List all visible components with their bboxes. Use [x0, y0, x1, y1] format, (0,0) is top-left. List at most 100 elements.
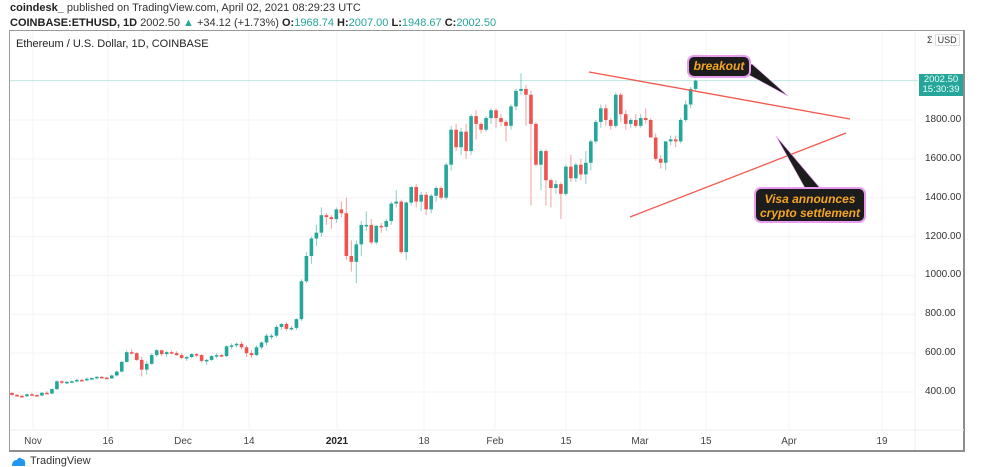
candle-body [174, 353, 179, 356]
candle-body [604, 108, 608, 120]
candle-body [234, 343, 239, 346]
visa-text-line1: Visa announces [764, 192, 856, 206]
candle-body [564, 166, 568, 194]
candle-body [90, 378, 94, 380]
low-value: 1948.67 [401, 17, 442, 29]
candle-body [55, 381, 59, 390]
candle-body [154, 350, 159, 356]
currency-label[interactable]: USD [934, 34, 960, 46]
time-tick-label: 15 [560, 436, 572, 447]
candle-body [80, 379, 84, 382]
visa-callout: Visa announces crypto settlement [754, 187, 866, 223]
candle-body [204, 359, 209, 362]
candle-body [638, 118, 643, 126]
candle-body [379, 225, 384, 228]
price-tick-label: 1400.00 [925, 191, 962, 203]
candle-body [499, 118, 503, 122]
candle-body [224, 346, 229, 357]
visa-pointer [775, 135, 821, 189]
candle-body [139, 359, 144, 370]
candle-body [324, 215, 329, 218]
candle-body [509, 106, 513, 126]
candle-body [209, 356, 214, 360]
candle-body [589, 141, 593, 163]
candle-body [254, 347, 259, 356]
publish-line: coindesk_ published on TradingView.com, … [10, 2, 361, 14]
candle-body [494, 110, 498, 119]
candle-body [359, 224, 364, 245]
candle-body [464, 131, 468, 152]
time-tick-label: 16 [102, 436, 114, 447]
candle-body [653, 137, 658, 159]
candle-body [40, 392, 44, 396]
candle-body [688, 88, 693, 105]
candle-body [65, 381, 69, 384]
candle-body [70, 381, 74, 383]
candle-body [219, 355, 224, 357]
candle-body [404, 202, 409, 253]
candle-body [444, 164, 448, 198]
candle-body [584, 162, 588, 175]
candle-body [264, 335, 269, 343]
candle-body [673, 139, 678, 142]
breakout-callout: breakout [687, 55, 751, 78]
candle-body [274, 326, 279, 336]
candle-body [668, 139, 673, 142]
candle-body [628, 120, 633, 124]
candle-body [594, 121, 598, 142]
candle-body [334, 209, 339, 220]
candle-body [339, 209, 344, 214]
candle-body [479, 123, 483, 130]
breakout-text: breakout [693, 59, 745, 73]
last-price-tag: 2002.50 15:30:39 [919, 74, 963, 96]
up-arrow-icon: ▲ [183, 17, 194, 29]
lower-trendline[interactable] [629, 132, 847, 218]
candle-body [484, 118, 488, 130]
close-label: C: [444, 17, 457, 29]
candle-body [20, 395, 24, 398]
candle-body [618, 94, 623, 115]
currency-selector[interactable]: Σ USD [927, 34, 960, 46]
candle-body [613, 94, 618, 126]
candle-body [60, 381, 64, 383]
last-price: 2002.50 [140, 17, 180, 29]
candle-body [569, 166, 573, 179]
tradingview-logo[interactable]: TradingView [10, 455, 91, 467]
candle-body [199, 355, 204, 361]
candle-body [579, 164, 583, 175]
price-change: +34.12 (+1.73%) [196, 17, 279, 29]
candle-body [459, 131, 463, 148]
candle-body [45, 392, 49, 395]
upper-trendline[interactable] [588, 71, 851, 120]
candle-body [189, 354, 194, 358]
price-tick-label: 1000.00 [925, 269, 962, 281]
candle-body [429, 195, 433, 210]
chart-frame[interactable] [9, 30, 965, 452]
candle-body [10, 392, 14, 395]
candle-body [105, 377, 109, 380]
author[interactable]: coindesk_ [10, 2, 64, 14]
candle-body [124, 352, 129, 362]
candle-body [239, 343, 244, 348]
high-label: H: [337, 17, 349, 29]
bar-countdown: 15:30:39 [922, 84, 960, 95]
time-tick-label: 2021 [325, 436, 349, 447]
candle-body [194, 354, 199, 356]
candle-body [329, 217, 334, 220]
candle-body [15, 394, 19, 397]
candle-body [514, 90, 518, 107]
high-value: 2007.00 [348, 17, 389, 29]
candle-body [95, 376, 99, 379]
price-tick-label: 1200.00 [925, 230, 962, 242]
candle-body [309, 238, 314, 256]
candle-body [344, 213, 349, 256]
candle-body [389, 203, 394, 222]
candle-body [119, 361, 124, 372]
candle-body [599, 108, 603, 122]
candle-body [434, 188, 438, 196]
candle-body [449, 129, 453, 165]
candle-body [50, 389, 54, 394]
time-tick-label: 18 [418, 436, 430, 447]
candle-body [100, 376, 104, 379]
